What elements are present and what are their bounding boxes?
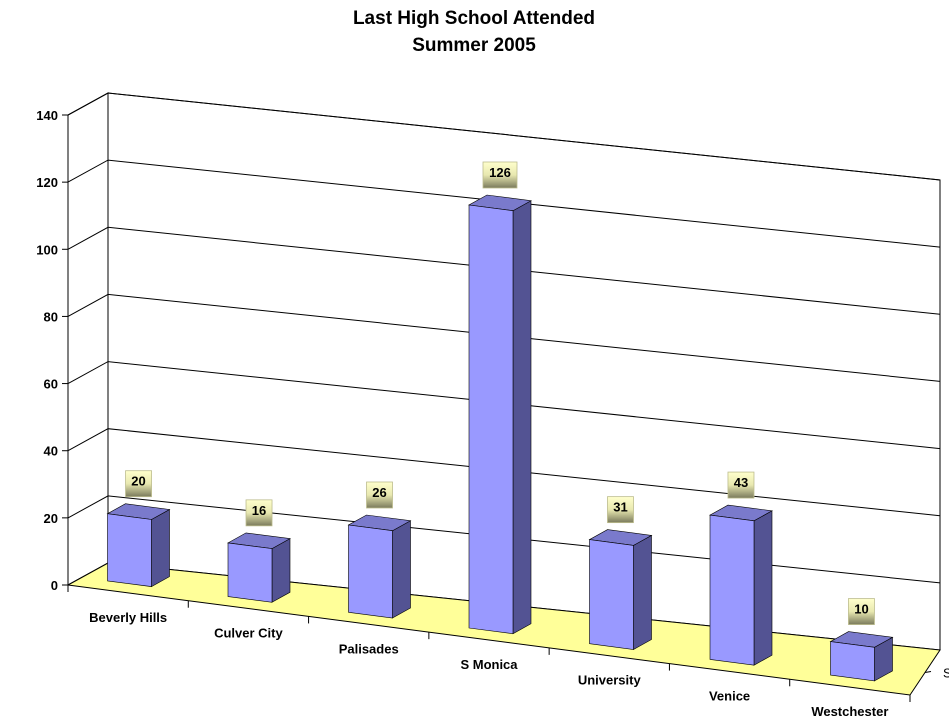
gridline xyxy=(67,495,941,584)
data-label-4: 31 xyxy=(607,496,634,524)
y-tick-label: 100 xyxy=(36,242,58,257)
bar-0 xyxy=(106,503,171,588)
y-tick-label: 120 xyxy=(36,175,58,190)
data-label-box xyxy=(482,161,518,189)
data-label-0: 20 xyxy=(125,470,152,498)
bar-front xyxy=(107,513,152,587)
gridline xyxy=(67,92,941,181)
chart-subtitle: Summer 2005 xyxy=(412,35,536,56)
gridline xyxy=(67,428,941,517)
data-label-box xyxy=(245,499,273,527)
x-tick-label: University xyxy=(578,673,642,688)
bar-side xyxy=(633,534,652,651)
x-tick-label: Beverly Hills xyxy=(89,610,167,625)
data-label-text: 126 xyxy=(489,165,511,180)
series-tick-mark xyxy=(924,671,932,673)
data-label-box xyxy=(125,470,152,498)
x-tick-label: Culver City xyxy=(214,626,283,641)
gridline xyxy=(67,293,941,382)
y-tick-label: 140 xyxy=(36,108,58,123)
y-tick-label: 80 xyxy=(44,309,58,324)
series-axis-label: S1 xyxy=(943,666,949,681)
bar-front xyxy=(227,542,273,603)
bar-2 xyxy=(347,514,412,619)
bar-side xyxy=(753,510,773,666)
data-label-box xyxy=(607,496,634,524)
bar-side xyxy=(512,200,532,635)
bar-6 xyxy=(829,631,894,682)
bar-4 xyxy=(588,529,653,651)
x-tick-label: Palisades xyxy=(339,641,399,656)
data-label-box xyxy=(727,471,755,499)
data-label-text: 43 xyxy=(734,475,748,490)
data-label-text: 31 xyxy=(613,500,627,515)
data-label-1: 16 xyxy=(245,499,273,527)
data-label-text: 20 xyxy=(131,474,145,489)
side-wall xyxy=(67,92,109,586)
bar-5 xyxy=(709,504,773,666)
bar-front xyxy=(348,524,393,619)
data-label-3: 126 xyxy=(482,161,518,189)
x-tick-label: Venice xyxy=(709,688,750,703)
data-label-text: 16 xyxy=(252,503,266,518)
x-tick-label: S Monica xyxy=(460,657,518,672)
y-tick-label: 60 xyxy=(44,377,58,392)
bar-side xyxy=(271,538,291,603)
data-label-text: 10 xyxy=(854,602,868,617)
bar-1 xyxy=(227,532,291,603)
bar-front xyxy=(830,641,875,682)
gridline xyxy=(67,361,941,450)
y-tick-label: 0 xyxy=(51,578,58,593)
bar-front xyxy=(468,204,514,635)
bar-side xyxy=(151,508,170,588)
chart-title: Last High School Attended xyxy=(353,8,595,29)
gridline xyxy=(67,226,941,315)
data-label-text: 26 xyxy=(372,485,386,500)
bar-front xyxy=(589,539,634,650)
data-label-6: 10 xyxy=(848,598,875,625)
x-tick-label: Westchester xyxy=(811,704,888,719)
data-label-5: 43 xyxy=(727,471,755,499)
data-label-box xyxy=(848,598,875,625)
y-tick-label: 40 xyxy=(44,444,58,459)
bar-side xyxy=(392,520,411,619)
bar-front xyxy=(709,514,755,666)
data-label-box xyxy=(366,481,393,509)
bar-3 xyxy=(468,194,532,635)
data-label-2: 26 xyxy=(366,481,393,509)
gridline xyxy=(67,159,941,248)
y-tick-label: 20 xyxy=(44,511,58,526)
